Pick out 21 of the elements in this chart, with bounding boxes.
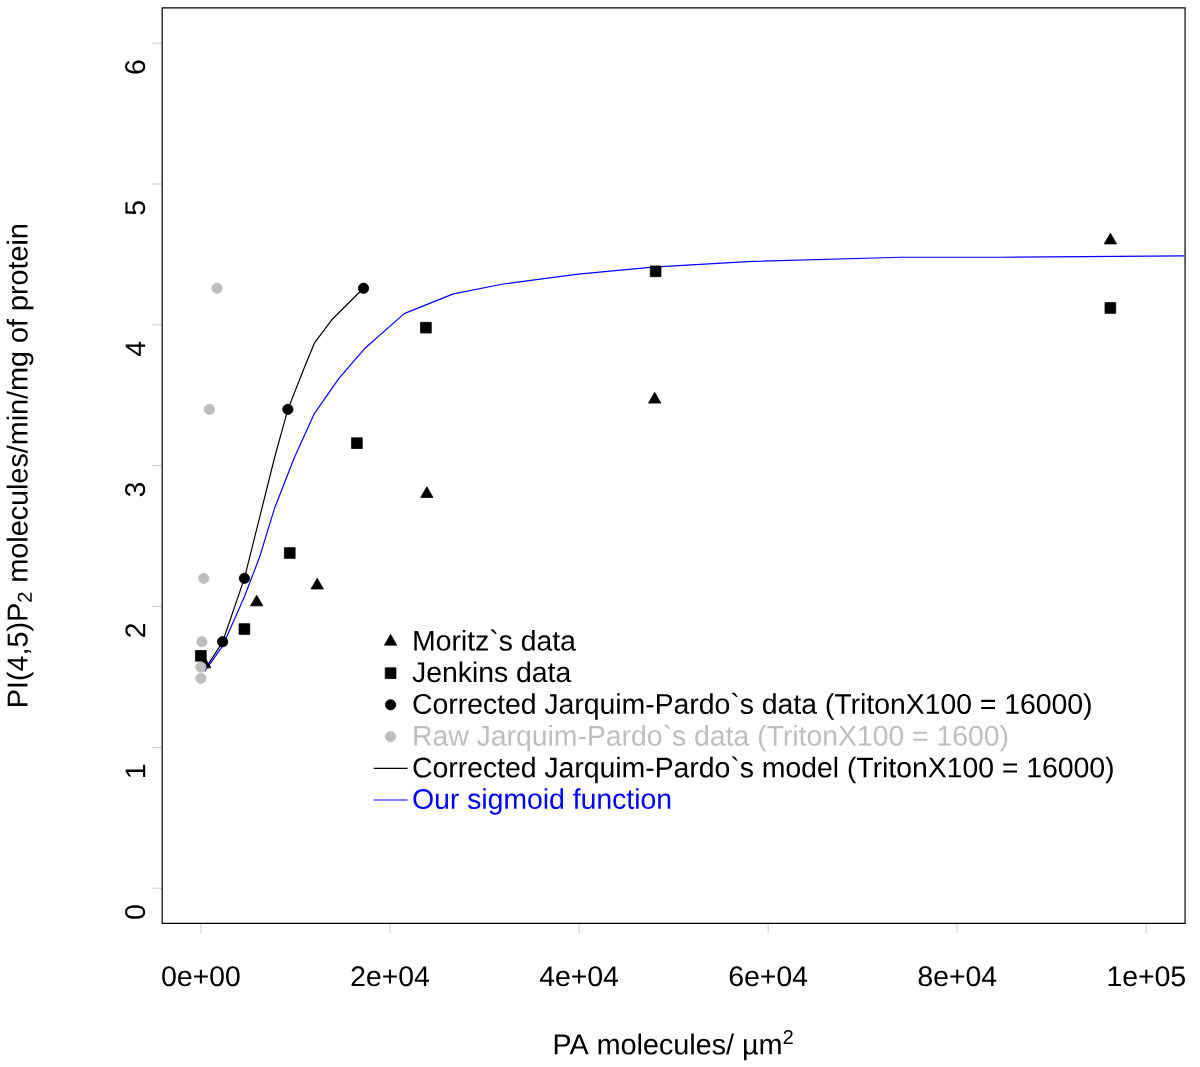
x-tick-label: 1e+05: [1108, 966, 1185, 987]
y-tick-label: 6: [125, 60, 146, 74]
y-tick-label: 5: [125, 201, 146, 215]
y-tick-label: 2: [125, 624, 146, 637]
legend-label: Corrected Jarquim-Pardo`s data (TritonX100 = 16000): [413, 692, 1091, 720]
legend-label: Our sigmoid function: [413, 788, 671, 815]
y-tick-label: 0: [125, 905, 146, 919]
x-tick-label: 0e+00: [162, 966, 240, 987]
legend-label: Corrected Jarquim-Pardo`s model (TritonX100 = 16000): [413, 756, 1113, 784]
legend-label: Raw Jarquim-Pardo`s data (TritonX100 = 1600): [414, 724, 1008, 752]
x-tick-label: 8e+04: [918, 966, 997, 987]
x-axis-title: PA molecules/ µm$^{2}$: [554, 1029, 793, 1061]
legend-label: Moritz`s data: [414, 629, 576, 651]
x-tick-label: 2e+04: [351, 966, 429, 987]
y-tick-label: 4: [125, 341, 146, 357]
y-axis-title: PI(4,5)P$_{2}$ molecules/min/mg of protein: [6, 225, 34, 706]
x-tick-label: 6e+04: [729, 966, 808, 987]
legend-label: Jenkins data: [412, 661, 572, 683]
y-tick-label: 1: [125, 764, 146, 778]
x-tick-label: 4e+04: [539, 966, 619, 987]
y-tick-label: 3: [125, 482, 146, 497]
